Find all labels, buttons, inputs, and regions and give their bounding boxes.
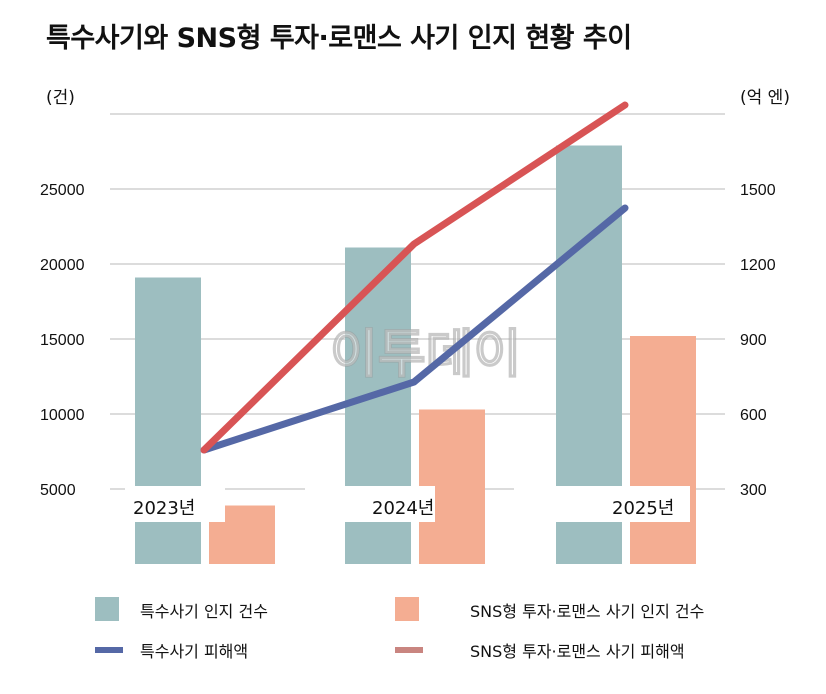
- legend-line-red: [395, 647, 423, 653]
- legend-label: SNS형 투자·로맨스 사기 인지 건수: [470, 602, 705, 621]
- left-tick-label: 20000: [40, 257, 85, 274]
- legend-line-blue: [95, 647, 123, 653]
- right-axis-unit: (억 엔): [740, 88, 790, 108]
- chart-title: 특수사기와 SNS형 투자·로맨스 사기 인지 현황 추이: [46, 23, 632, 54]
- right-tick-label: 300: [740, 482, 767, 499]
- bar: [630, 336, 696, 564]
- right-tick-label: 600: [740, 407, 767, 424]
- category-label-box: [305, 486, 435, 522]
- category-label: 2024년: [372, 498, 434, 519]
- right-tick-label: 900: [740, 332, 767, 349]
- left-axis-unit: (건): [46, 88, 75, 108]
- left-tick-label: 10000: [40, 407, 85, 424]
- line-series: [200, 101, 629, 454]
- legend-label: 특수사기 인지 건수: [140, 602, 268, 621]
- left-tick-label: 25000: [40, 182, 85, 199]
- left-tick-label: 15000: [40, 332, 85, 349]
- category-label-box: [514, 486, 690, 522]
- right-tick-label: 1500: [740, 182, 776, 199]
- category-label: 2025년: [612, 498, 674, 519]
- category-label-box: [125, 486, 225, 522]
- legend-swatch-teal: [95, 597, 119, 621]
- left-tick-label: 5000: [40, 482, 76, 499]
- legend-label: SNS형 투자·로맨스 사기 피해액: [470, 642, 685, 661]
- category-label: 2023년: [133, 498, 195, 519]
- right-tick-label: 1200: [740, 257, 776, 274]
- line-series: [200, 204, 629, 454]
- legend-label: 특수사기 피해액: [140, 642, 249, 661]
- legend-swatch-salmon: [395, 597, 419, 621]
